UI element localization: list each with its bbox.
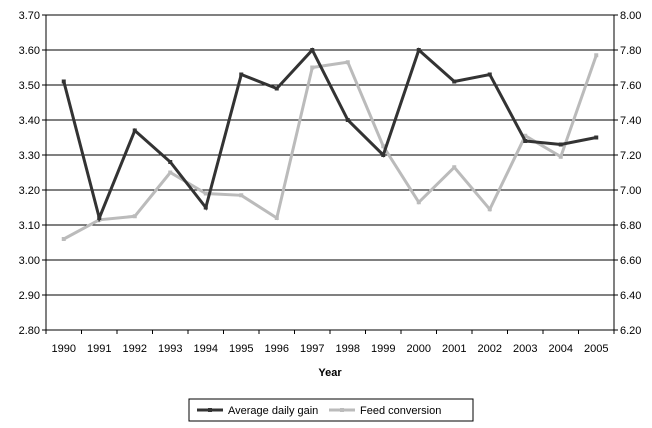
data-point: [168, 170, 173, 175]
data-point: [594, 53, 599, 58]
x-tick-label: 1999: [371, 343, 395, 355]
data-point: [558, 142, 563, 147]
x-tick-label: 2000: [407, 343, 431, 355]
x-tick-label: 2005: [584, 343, 608, 355]
data-point: [274, 216, 279, 220]
data-point: [345, 60, 350, 65]
data-point: [523, 139, 528, 143]
data-point: [452, 165, 457, 170]
legend-marker: [208, 408, 212, 412]
x-tick-label: 1997: [300, 343, 324, 355]
legend: Average daily gain Feed conversion: [188, 398, 474, 422]
gridlines: [46, 49, 614, 296]
x-tick-label: 2001: [442, 343, 466, 355]
y-right-tick-label: 7.20: [620, 150, 641, 162]
y-right-tick-label: 6.80: [620, 220, 641, 232]
plot-area-border: [45, 14, 615, 331]
data-point: [274, 86, 279, 91]
data-point: [416, 200, 421, 205]
series-line: [62, 47, 597, 223]
y-right-tick-label: 6.60: [620, 255, 641, 267]
data-point: [61, 237, 66, 241]
x-tick-label: 1993: [158, 343, 182, 355]
y-right-tick-label: 7.00: [620, 185, 641, 197]
x-tick-label: 1991: [87, 343, 111, 355]
y-right-tick-label: 7.40: [620, 115, 641, 127]
data-point: [381, 144, 386, 149]
y-left-tick-label: 2.90: [19, 290, 40, 302]
data-point: [310, 48, 315, 52]
data-point: [345, 118, 350, 122]
data-point: [310, 65, 315, 70]
data-point: [97, 216, 102, 220]
x-tick-label: 1995: [229, 343, 253, 355]
x-tick-label: 2002: [478, 343, 502, 355]
axes: 2.80 2.90 3.00 3.10 3.20 3.30 3.40 3.50 3.60 3.70…: [19, 10, 642, 355]
x-tick-label: 1998: [336, 343, 360, 355]
y-left-tick-label: 3.10: [19, 220, 40, 232]
legend-label: Feed conversion: [360, 405, 441, 417]
data-point: [132, 214, 137, 219]
data-point: [523, 133, 528, 138]
legend-label: Average daily gain: [228, 405, 318, 417]
y-left-tick-label: 3.30: [19, 150, 40, 162]
data-point: [487, 72, 492, 77]
data-point: [203, 205, 208, 210]
y-left-tick-label: 2.80: [19, 325, 40, 337]
data-point: [203, 191, 208, 196]
y-left-tick-label: 3.50: [19, 80, 40, 92]
x-axis-title: Year: [318, 367, 342, 379]
y-right-tick-label: 6.40: [620, 290, 641, 302]
y-right-tick-label: 7.60: [620, 80, 641, 92]
x-tick-label: 1996: [265, 343, 289, 355]
y-left-tick-label: 3.00: [19, 255, 40, 267]
data-point: [594, 135, 599, 140]
y-left-tick-label: 3.60: [19, 45, 40, 57]
series-lines: [61, 47, 599, 241]
data-point: [416, 48, 421, 52]
y-right-tick-label: 7.80: [620, 45, 641, 57]
data-point: [168, 160, 173, 164]
data-point: [239, 193, 244, 198]
y-right-tick-label: 8.00: [620, 10, 641, 22]
x-tick-label: 1990: [52, 343, 76, 355]
x-tick-label: 1994: [194, 343, 218, 355]
data-point: [558, 154, 563, 159]
y-left-tick-label: 3.40: [19, 115, 40, 127]
y-left-tick-label: 3.20: [19, 185, 40, 197]
series-line: [63, 54, 598, 241]
data-point: [61, 79, 66, 84]
x-tick-label: 2004: [549, 343, 573, 355]
y-left-tick-label: 3.70: [19, 10, 40, 22]
x-tick-label: 2003: [513, 343, 537, 355]
data-point: [487, 207, 492, 212]
data-point: [132, 128, 137, 133]
data-point: [452, 79, 457, 84]
y-right-tick-label: 6.20: [620, 325, 641, 337]
legend-marker: [340, 408, 344, 412]
data-point: [381, 153, 386, 157]
x-tick-label: 1992: [123, 343, 147, 355]
data-point: [239, 72, 244, 77]
